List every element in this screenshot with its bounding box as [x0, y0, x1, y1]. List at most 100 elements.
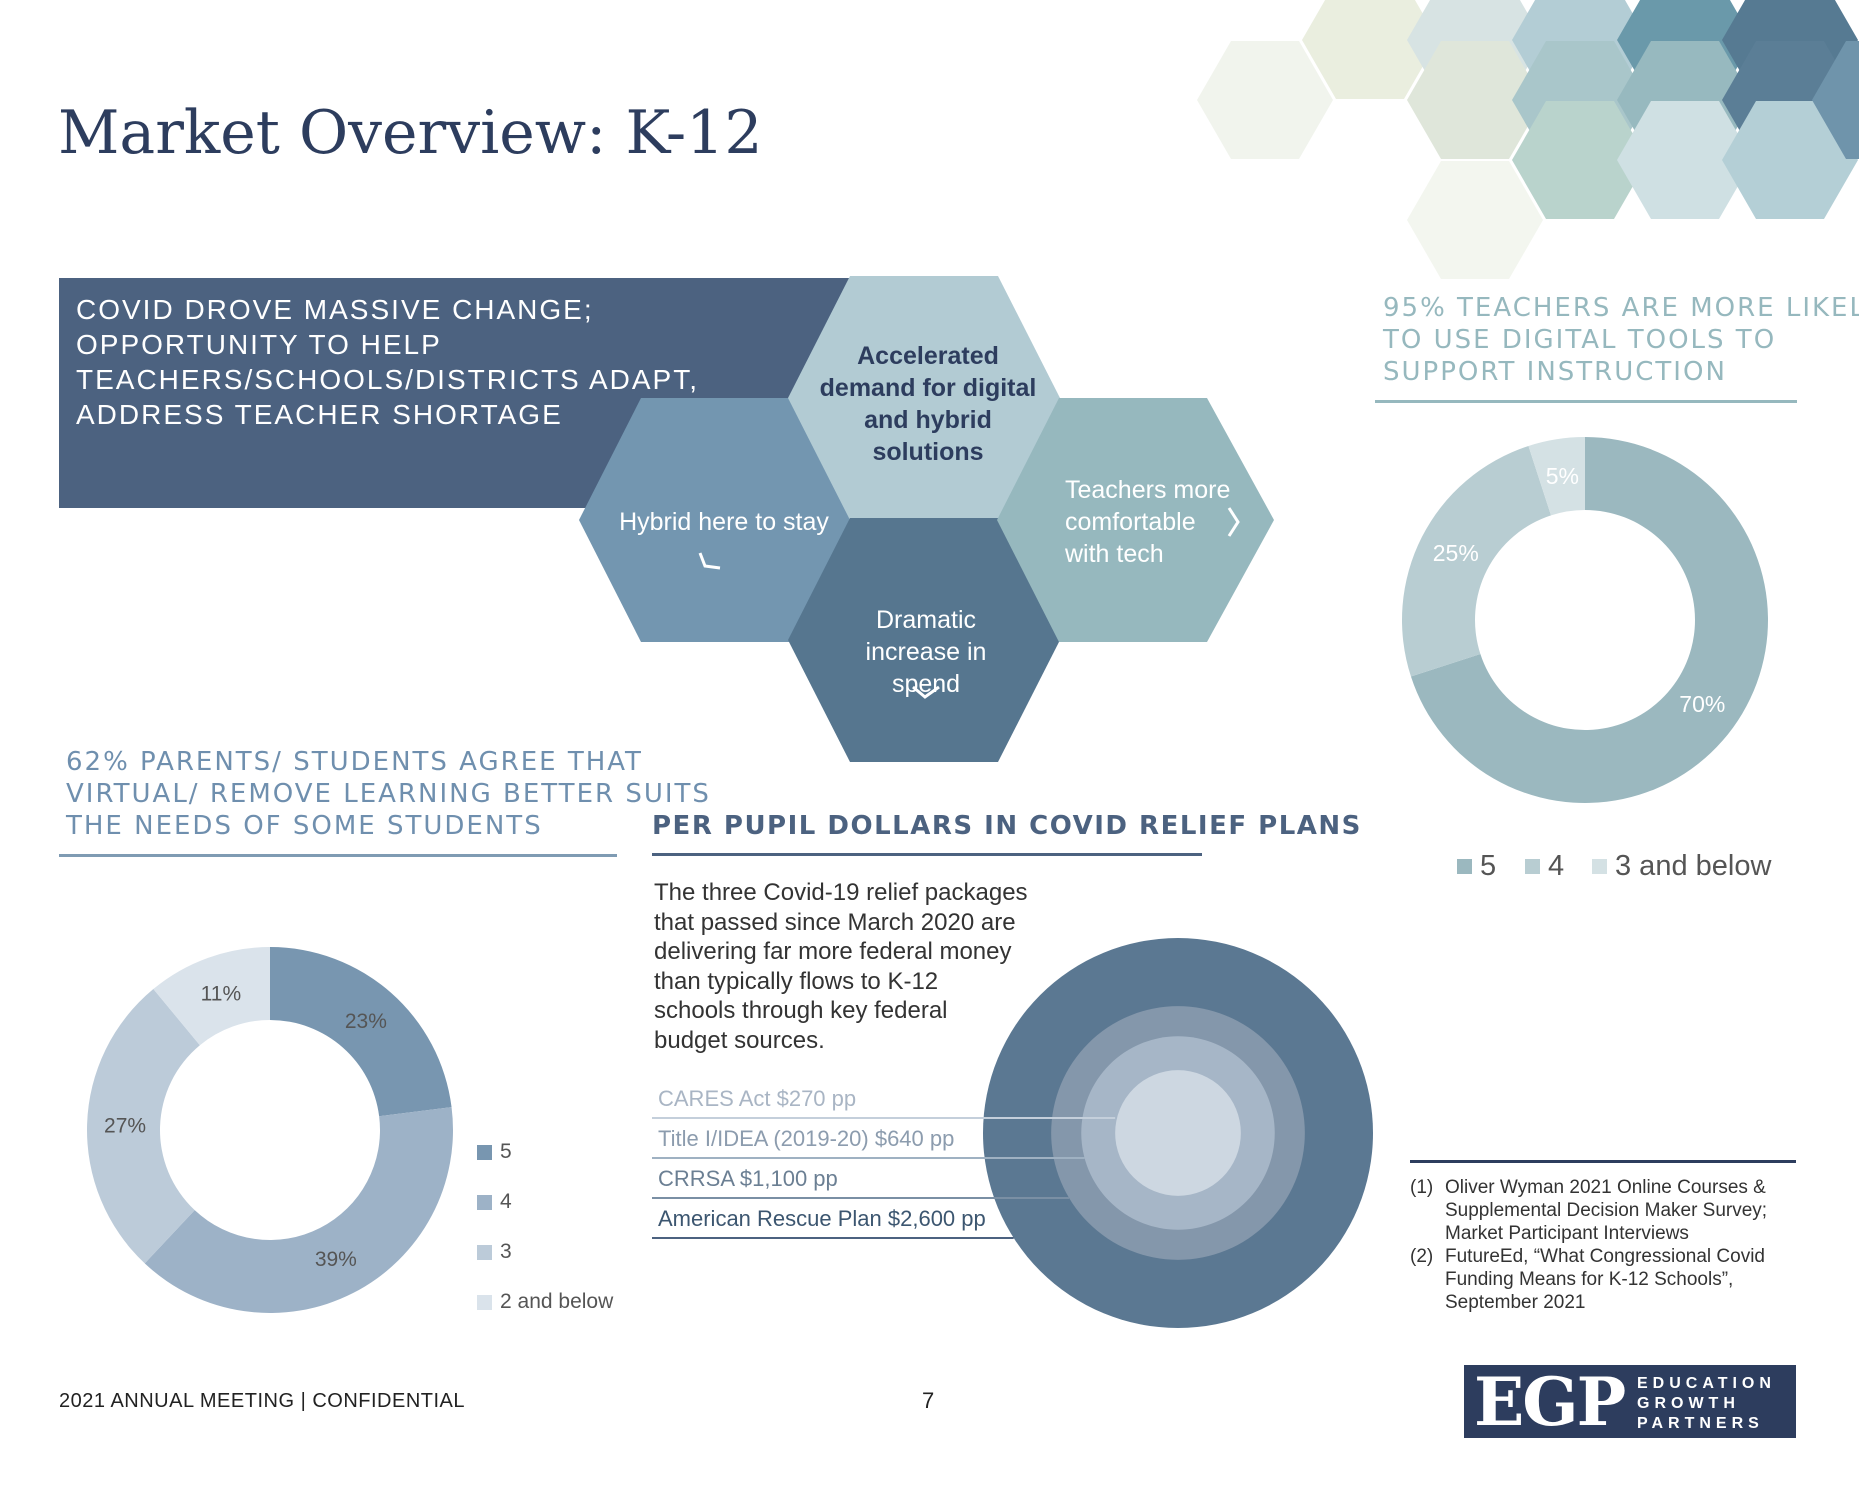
footnote-line: Funding Means for K-12 Schools”,	[1445, 1269, 1734, 1290]
legend-item: 3 and below	[1592, 850, 1771, 883]
slice-teachers-0	[1410, 437, 1768, 803]
decor-hex	[1407, 161, 1543, 279]
hex-text-line: with tech	[1065, 540, 1164, 568]
legend-label: 5	[1480, 850, 1497, 882]
hex-cluster	[579, 276, 1274, 762]
footnote-line: Supplemental Decision Maker Survey;	[1445, 1200, 1768, 1221]
decor-hex	[1302, 0, 1438, 99]
banner-line: OPPORTUNITY TO HELP	[76, 329, 442, 360]
hex-text-line: and hybrid	[864, 406, 992, 434]
legend-item: 2 and below	[477, 1290, 613, 1314]
heading-line: SUPPORT INSTRUCTION	[1383, 357, 1727, 387]
body-line: than typically flows to K-12	[654, 967, 939, 995]
hex-dramatic-text: Dramatic increase in spend	[838, 604, 1014, 700]
legend-item: 5	[1457, 850, 1496, 883]
relief-label-title1: Title I/IDEA (2019-20) $640 pp	[658, 1126, 955, 1151]
decor-hex	[1197, 41, 1333, 159]
legend-label: 4	[500, 1190, 512, 1213]
slice-label-teachers-0: 70%	[1679, 691, 1725, 717]
slice-label-teachers-1: 25%	[1433, 540, 1479, 566]
footnote-line: Market Participant Interviews	[1445, 1223, 1689, 1244]
body-line: that passed since March 2020 are	[654, 908, 1016, 936]
heading-line: VIRTUAL/ REMOVE LEARNING BETTER SUITS	[66, 779, 711, 809]
footnote-number: (1)	[1410, 1177, 1434, 1198]
logo-line: GROWTH	[1637, 1395, 1740, 1412]
egp-logo-mark: EGP	[1474, 1363, 1626, 1441]
hex-text-line: Accelerated	[857, 342, 999, 370]
legend-label: 4	[1548, 850, 1565, 882]
relief-body-text: The three Covid-19 relief packages that …	[654, 878, 1028, 1055]
chevron-down-icon	[912, 685, 940, 699]
hex-text-line: Teachers more	[1065, 476, 1231, 504]
logo-line: PARTNERS	[1637, 1415, 1764, 1432]
slice-teachers-1	[1402, 445, 1552, 677]
footnote: (2) FutureEd, “What Congressional Covid …	[1410, 1245, 1800, 1314]
hex-dramatic	[788, 518, 1060, 762]
legend-item: 4	[1525, 850, 1564, 883]
heading-line: TO USE DIGITAL TOOLS TO	[1383, 325, 1777, 355]
teachers-heading: 95% TEACHERS ARE MORE LIKELY TO USE DIGI…	[1383, 292, 1859, 388]
decor-hex	[1512, 101, 1648, 219]
hex-teachers	[997, 398, 1274, 642]
decor-hex	[1722, 101, 1858, 219]
footnote-line: Oliver Wyman 2021 Online Courses &	[1445, 1177, 1766, 1198]
page-title: Market Overview: K-12	[58, 98, 763, 168]
body-line: The three Covid-19 relief packages	[654, 879, 1028, 906]
relief-heading-rule	[652, 853, 1202, 856]
hex-hybrid-text: Hybrid here to stay	[612, 506, 836, 538]
footnotes: (1) Oliver Wyman 2021 Online Courses & S…	[1410, 1176, 1800, 1314]
hex-accelerated	[788, 276, 1060, 520]
slice-label-parents-2: 27%	[104, 1114, 146, 1137]
slice-parents-2	[87, 988, 200, 1264]
footnote: (1) Oliver Wyman 2021 Online Courses & S…	[1410, 1176, 1800, 1245]
legend-swatch	[477, 1144, 492, 1160]
legend-swatch	[477, 1244, 492, 1260]
hex-accelerated-text: Accelerated demand for digital and hybri…	[810, 340, 1046, 468]
heading-line: 95% TEACHERS ARE MORE LIKELY	[1383, 293, 1859, 323]
legend-swatch	[1525, 859, 1540, 874]
slice-parents-3	[153, 947, 270, 1046]
legend-item: 4	[477, 1190, 512, 1214]
hex-text-line: comfortable	[1065, 508, 1196, 536]
legend-swatch	[477, 1294, 492, 1310]
slice-parents-1	[144, 1107, 453, 1313]
slice-label-parents-3: 11%	[201, 983, 241, 1006]
decor-hex	[1617, 101, 1753, 219]
body-line: budget sources.	[654, 1026, 825, 1054]
logo-line: EDUCATION	[1637, 1375, 1776, 1392]
banner-line: COVID DROVE MASSIVE CHANGE;	[76, 294, 594, 325]
hex-text-line: spend	[891, 670, 961, 698]
legend-swatch	[477, 1194, 492, 1210]
teachers-heading-rule	[1375, 400, 1797, 403]
hex-teachers-text: Teachers more comfortable with tech	[1065, 474, 1245, 570]
hex-hybrid	[579, 398, 851, 642]
hex-text-line: Hybrid here to stay	[619, 508, 829, 536]
egp-logo-text: EDUCATION GROWTH PARTNERS	[1637, 1374, 1776, 1434]
chevron-right-icon	[1227, 507, 1240, 537]
slice-parents-0	[270, 947, 452, 1117]
hex-text-line: increase in	[865, 638, 987, 666]
footnote-rule	[1410, 1160, 1796, 1163]
parents-heading-rule	[59, 854, 617, 857]
footnote-line: FutureEd, “What Congressional Covid	[1445, 1246, 1765, 1267]
relief-label-arp: American Rescue Plan $2,600 pp	[658, 1206, 986, 1231]
hex-text-line: demand for digital	[819, 374, 1037, 402]
body-line: schools through key federal	[654, 997, 948, 1024]
legend-item: 5	[477, 1140, 512, 1164]
footer-confidential: 2021 ANNUAL MEETING | CONFIDENTIAL	[59, 1390, 465, 1412]
body-line: delivering far more federal money	[654, 938, 1012, 965]
banner-line: TEACHERS/SCHOOLS/DISTRICTS ADAPT,	[76, 364, 699, 395]
relief-label-crrsa: CRRSA $1,100 pp	[658, 1166, 838, 1191]
legend-swatch	[1592, 859, 1607, 874]
decor-hex	[1812, 41, 1859, 159]
relief-label-cares: CARES Act $270 pp	[658, 1086, 857, 1111]
slice-teachers-2	[1528, 437, 1585, 516]
chevron-down-left-icon	[698, 552, 721, 570]
banner-line: ADDRESS TEACHER SHORTAGE	[76, 399, 563, 430]
slice-label-parents-1: 39%	[315, 1248, 357, 1271]
parents-heading: 62% PARENTS/ STUDENTS AGREE THAT VIRTUAL…	[66, 746, 711, 842]
decorative-hex-pattern	[1197, 0, 1859, 279]
egp-logo	[1464, 1365, 1796, 1438]
page-number: 7	[922, 1388, 935, 1413]
